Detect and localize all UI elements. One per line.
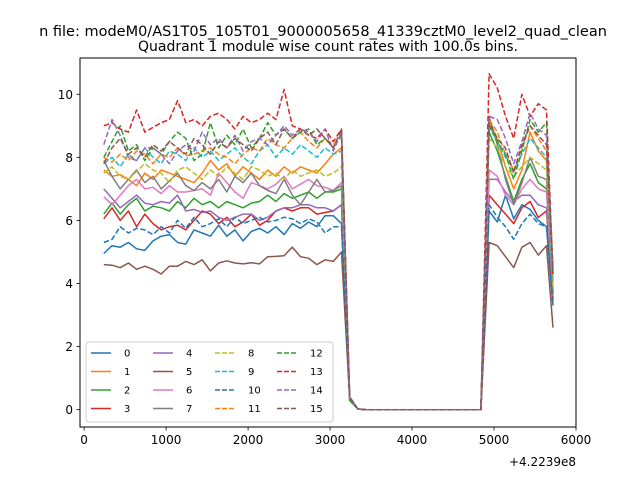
legend-label-12: 12 bbox=[310, 349, 323, 360]
chart-title: Quadrant 1 module wise count rates with … bbox=[138, 39, 518, 55]
legend-label-8: 8 bbox=[248, 349, 254, 360]
series-line-10 bbox=[103, 203, 554, 411]
legend-label-2: 2 bbox=[124, 386, 130, 397]
legend-label-11: 11 bbox=[248, 404, 261, 415]
figure-suptitle: n file: modeM0/AS1T05_105T01_9000005658_… bbox=[39, 24, 607, 40]
legend-label-13: 13 bbox=[310, 367, 323, 378]
legend-label-0: 0 bbox=[124, 349, 130, 360]
x-tick-label: 2000 bbox=[233, 433, 264, 447]
legend-label-15: 15 bbox=[310, 404, 323, 415]
x-tick-label: 5000 bbox=[479, 433, 510, 447]
x-axis: 0 1000 2000 3000 4000 5000 6000 bbox=[80, 427, 591, 447]
series-line-15 bbox=[103, 121, 554, 411]
plot-frame bbox=[79, 57, 577, 428]
y-tick-label: 4 bbox=[65, 277, 73, 291]
legend-label-4: 4 bbox=[186, 349, 192, 360]
legend-box bbox=[85, 341, 334, 423]
y-tick-label: 10 bbox=[58, 88, 73, 102]
y-tick-label: 0 bbox=[65, 403, 73, 417]
series-line-9 bbox=[103, 125, 554, 411]
y-tick-label: 2 bbox=[65, 340, 73, 354]
x-tick-label: 1000 bbox=[151, 433, 182, 447]
y-tick-label: 6 bbox=[65, 214, 73, 228]
plot-lines bbox=[103, 73, 554, 411]
legend-label-7: 7 bbox=[186, 404, 192, 415]
legend-label-10: 10 bbox=[248, 386, 261, 397]
y-tick-label: 8 bbox=[65, 151, 73, 165]
x-axis-offset-label: +4.2239e8 bbox=[509, 455, 576, 469]
legend-label-5: 5 bbox=[186, 367, 192, 378]
x-tick-label: 3000 bbox=[315, 433, 346, 447]
legend-label-14: 14 bbox=[310, 386, 323, 397]
legend-label-6: 6 bbox=[186, 386, 192, 397]
legend-label-3: 3 bbox=[124, 404, 130, 415]
x-tick-label: 4000 bbox=[397, 433, 428, 447]
legend-label-1: 1 bbox=[124, 367, 130, 378]
x-tick-label: 0 bbox=[80, 433, 88, 447]
legend-label-9: 9 bbox=[248, 367, 254, 378]
y-axis: 0 2 4 6 8 10 bbox=[58, 88, 80, 417]
x-tick-label: 6000 bbox=[561, 433, 592, 447]
